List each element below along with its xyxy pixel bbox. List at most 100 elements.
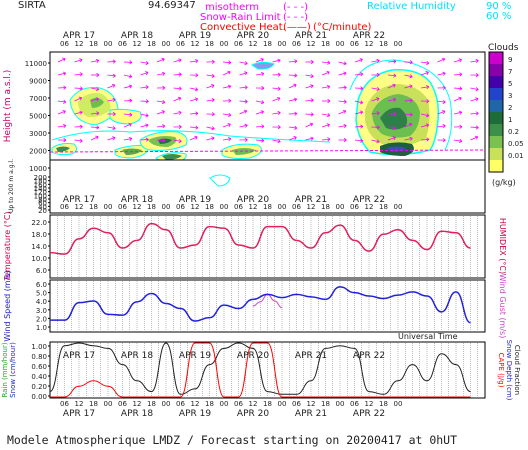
wind-arrow — [288, 84, 297, 89]
wind-arrow — [387, 74, 396, 77]
wind-arrow — [206, 74, 215, 77]
wind-arrow-head — [228, 98, 232, 103]
wind-arrow — [470, 136, 478, 141]
wind-arrow-head — [294, 59, 298, 64]
date-label: APR 18 — [121, 31, 153, 41]
wind-arrow-head — [62, 109, 66, 114]
wind-arrow-head — [177, 96, 182, 101]
date-label: APR 21 — [295, 195, 327, 205]
wind-arrow-head — [360, 124, 364, 129]
hour-tick-label: 06 — [234, 400, 243, 408]
wind-arrow — [189, 87, 198, 91]
cloud-colorbar: 9 7 5 3 2 1 0.2 0.05 0.01 (g/kg) — [488, 51, 524, 187]
y-tick-label: 3000 — [29, 130, 47, 138]
wind-arrow-head — [145, 123, 149, 128]
wind-arrow-head — [162, 124, 166, 129]
wind-arrow-head — [79, 138, 83, 143]
wind-arrow-head — [261, 138, 265, 143]
wind-arrow — [156, 72, 165, 76]
wind-arrow — [140, 72, 149, 76]
wind-arrow — [338, 110, 347, 115]
wind-arrow-head — [392, 97, 397, 102]
wind-arrow-head — [359, 58, 363, 63]
wind-arrow — [74, 97, 82, 102]
wind-arrow — [156, 100, 165, 103]
wind-arrow — [437, 110, 446, 115]
hour-tick-label: 18 — [379, 400, 388, 408]
wind-arrow-head — [79, 86, 83, 91]
wind-arrow-head — [326, 84, 331, 89]
hour-tick-label: 18 — [205, 40, 214, 48]
wind-arrow-head — [442, 85, 446, 90]
y-tick-label: 0.60 — [31, 363, 47, 371]
date-label-overlay: APR 20 — [237, 351, 269, 361]
wind-arrow-head — [459, 72, 463, 77]
rh-60: 60 % — [486, 11, 511, 22]
wind-arrow-head — [145, 137, 149, 142]
hour-tick-label: 12 — [191, 400, 200, 408]
wind-arrow-head — [442, 110, 446, 114]
date-label: APR 17 — [63, 31, 95, 41]
wind-arrow — [189, 126, 198, 129]
wind-arrow-head — [327, 98, 331, 104]
wind-arrow — [222, 113, 231, 116]
wind-arrow-head — [161, 57, 165, 62]
y-tick-label: 40 — [38, 203, 47, 211]
wind-arrow-head — [228, 112, 232, 117]
wind-arrow-head — [475, 125, 479, 130]
y-tick-label: 120 — [34, 189, 47, 197]
wind-arrow — [123, 74, 132, 78]
wind-arrow — [57, 58, 66, 63]
hour-tick-label: 06 — [60, 400, 69, 408]
wind-arrow-head — [359, 100, 364, 105]
hour-tick-label: 18 — [89, 400, 98, 408]
wind-arrow — [239, 124, 248, 128]
wind-arrow-head — [458, 58, 462, 63]
wind-arrow — [305, 99, 314, 102]
wind-arrow-head — [145, 60, 149, 66]
wind-arrow-head — [393, 125, 397, 131]
wind-arrow-head — [327, 137, 331, 142]
hour-tick-label: 00 — [104, 400, 113, 408]
date-label: APR 20 — [237, 409, 269, 419]
wind-arrow-head — [426, 85, 430, 90]
wind-arrow — [371, 98, 380, 102]
wind-arrow — [338, 61, 347, 65]
wind-arrow — [453, 97, 462, 102]
cloud-y-ticks: 11000 9000 7000 5000 3000 2000 1000 — [25, 60, 50, 173]
wind-arrow-head — [79, 58, 83, 63]
date-label-overlay: APR 19 — [179, 351, 211, 361]
wind-arrow-head — [392, 83, 396, 88]
wind-arrow — [321, 71, 330, 76]
wind-arrow-head — [459, 124, 463, 129]
wind-arrow-head — [376, 72, 380, 77]
wind-arrow — [107, 74, 116, 77]
wind-arrow — [305, 85, 314, 89]
wind-arrow — [173, 87, 182, 90]
wind-arrow — [338, 87, 347, 89]
wind-arrow-head — [277, 72, 281, 77]
wind-arrow — [387, 60, 397, 63]
colorbar-unit: (g/kg) — [492, 178, 516, 187]
wind-arrow-head — [442, 124, 446, 129]
wind-arrow — [371, 87, 380, 90]
wind-arrow — [74, 59, 83, 63]
wind-arrow-head — [409, 74, 413, 79]
wind-arrow — [239, 72, 248, 76]
station-name: SIRTA — [18, 0, 46, 11]
wind-arrow-head — [327, 60, 331, 65]
hour-tick-label: 12 — [133, 40, 142, 48]
hour-tick-label: 18 — [263, 400, 272, 408]
wind-arrow-head — [277, 110, 281, 116]
wind-arrow-head — [244, 123, 248, 128]
cape-line — [50, 342, 471, 398]
hour-tick-label: 06 — [176, 203, 185, 211]
svg-text:(- - -): (- - -) — [283, 12, 308, 23]
wind-arrow — [404, 74, 413, 78]
wind-arrow — [387, 137, 396, 141]
wind-arrow-head — [227, 123, 231, 127]
hour-tick-label: 18 — [147, 203, 156, 211]
wind-arrow-head — [211, 112, 215, 117]
hour-tick-label: 06 — [60, 40, 69, 48]
